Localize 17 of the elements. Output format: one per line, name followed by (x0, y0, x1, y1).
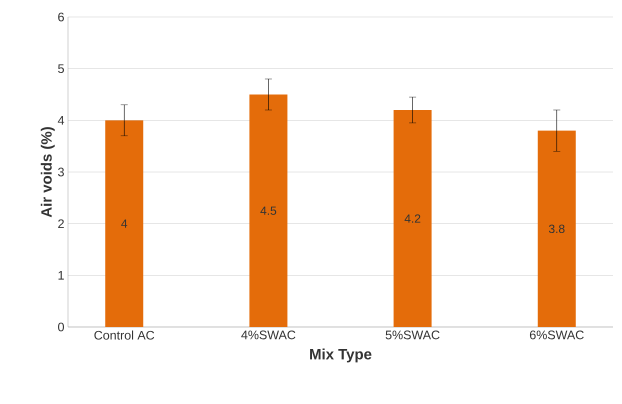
y-tick-label: 2 (58, 219, 64, 228)
y-tick-label: 0 (58, 322, 64, 332)
y-tick-label: 1 (58, 271, 64, 280)
data-label: 3.8 (548, 224, 565, 234)
data-label: 4.2 (404, 214, 420, 223)
y-tick-label: 6 (58, 12, 64, 22)
x-tick-label: 5%SWAC (386, 330, 440, 340)
y-tick-label: 4 (58, 116, 64, 125)
y-tick-label: 3 (58, 168, 64, 176)
x-tick-label: 6%SWAC (530, 330, 584, 340)
data-label: 4.5 (260, 206, 276, 215)
x-axis-title: Mix Type (310, 348, 372, 362)
y-tick-label: 5 (58, 64, 64, 74)
x-tick-label: 4%SWAC (241, 330, 296, 340)
x-tick-label: Control AC (94, 330, 154, 340)
y-axis-title: Air voids (%) (40, 127, 55, 218)
data-label: 4 (121, 220, 128, 228)
